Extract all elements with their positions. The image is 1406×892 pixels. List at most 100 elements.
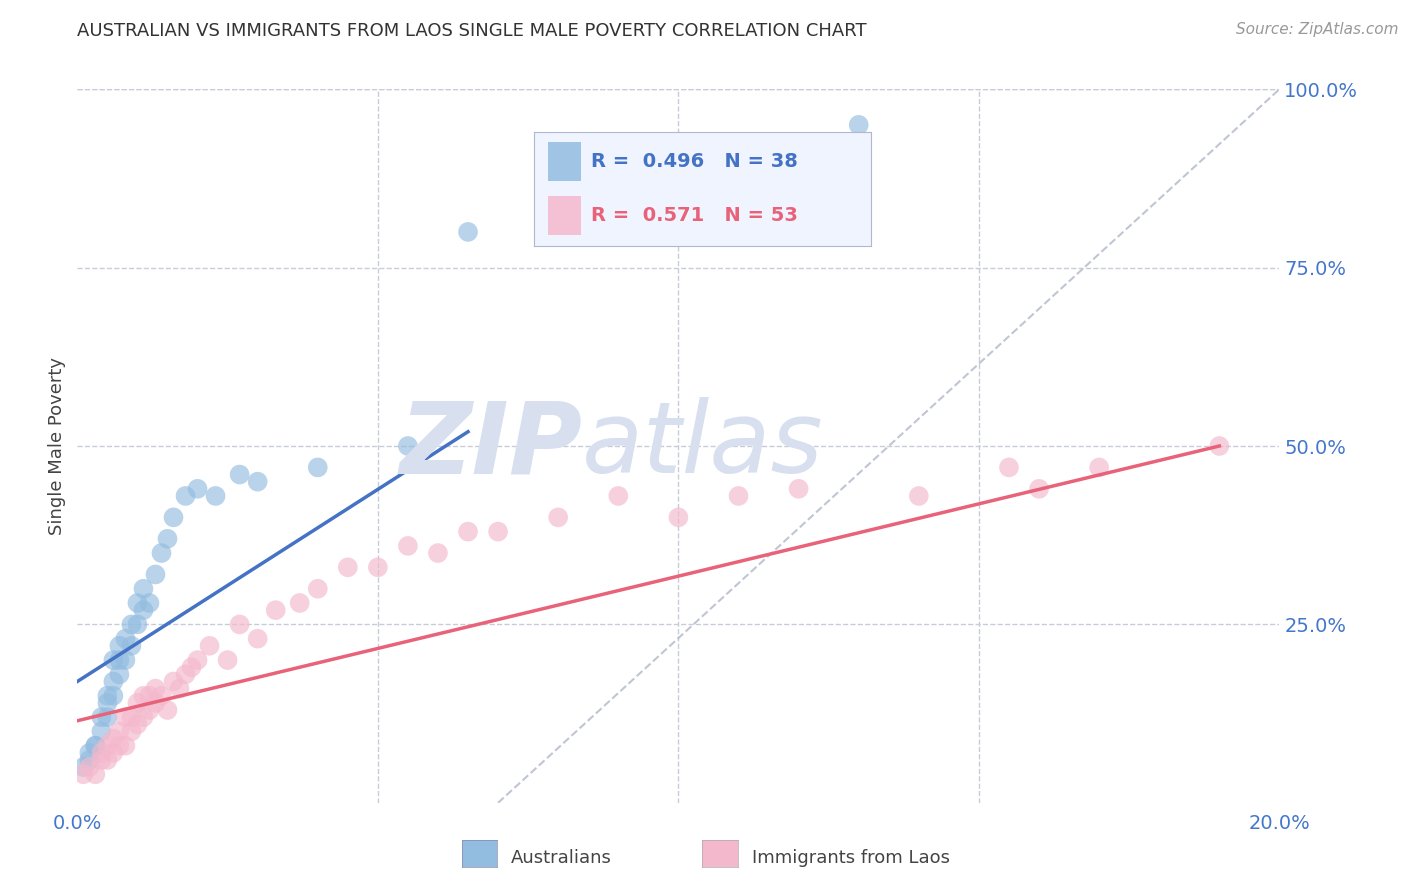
Point: [120, 710, 142, 724]
Point: [307, 460, 329, 475]
Point: [127, 617, 149, 632]
Point: [114, 710, 136, 724]
Point: [217, 653, 239, 667]
Point: [90, 753, 112, 767]
Point: [96, 739, 118, 753]
Point: [127, 596, 149, 610]
Text: ZIP: ZIP: [399, 398, 582, 494]
Text: atlas: atlas: [582, 398, 824, 494]
Point: [162, 510, 184, 524]
Point: [114, 739, 136, 753]
Point: [90, 746, 112, 760]
Point: [114, 653, 136, 667]
Point: [132, 603, 155, 617]
Point: [145, 567, 167, 582]
Point: [108, 724, 131, 739]
Point: [908, 489, 931, 503]
Point: [103, 731, 125, 746]
Point: [138, 596, 160, 610]
Point: [198, 639, 221, 653]
Bar: [547, 196, 581, 235]
Point: [848, 118, 870, 132]
Y-axis label: Single Male Poverty: Single Male Poverty: [48, 357, 66, 535]
Point: [145, 681, 167, 696]
Point: [367, 560, 389, 574]
Point: [108, 639, 131, 653]
Point: [79, 753, 101, 767]
Point: [90, 724, 112, 739]
Point: [204, 489, 226, 503]
Point: [187, 653, 209, 667]
Point: [79, 760, 101, 774]
Point: [336, 560, 359, 574]
Point: [90, 710, 112, 724]
Point: [998, 460, 1021, 475]
Point: [228, 467, 250, 482]
Point: [138, 703, 160, 717]
Point: [84, 739, 107, 753]
Point: [127, 696, 149, 710]
Point: [174, 667, 197, 681]
Point: [96, 696, 118, 710]
Point: [547, 510, 569, 524]
Point: [264, 603, 287, 617]
Point: [79, 746, 101, 760]
Point: [84, 739, 107, 753]
Point: [246, 475, 269, 489]
Point: [120, 617, 142, 632]
Point: [96, 710, 118, 724]
Point: [103, 746, 125, 760]
Point: [457, 225, 479, 239]
Point: [108, 653, 131, 667]
Point: [156, 532, 179, 546]
Point: [132, 689, 155, 703]
Point: [787, 482, 810, 496]
Point: [727, 489, 749, 503]
Point: [427, 546, 450, 560]
Point: [156, 703, 179, 717]
Point: [396, 539, 419, 553]
Point: [132, 710, 155, 724]
Point: [307, 582, 329, 596]
Point: [288, 596, 311, 610]
Text: Source: ZipAtlas.com: Source: ZipAtlas.com: [1236, 22, 1399, 37]
Point: [108, 739, 131, 753]
Point: [1028, 482, 1050, 496]
Point: [72, 767, 94, 781]
Point: [457, 524, 479, 539]
Point: [187, 482, 209, 496]
Point: [396, 439, 419, 453]
Point: [120, 639, 142, 653]
Point: [1208, 439, 1230, 453]
Point: [150, 546, 173, 560]
Point: [1088, 460, 1111, 475]
Point: [145, 696, 167, 710]
Point: [103, 653, 125, 667]
Point: [108, 667, 131, 681]
Point: [607, 489, 630, 503]
Text: Immigrants from Laos: Immigrants from Laos: [752, 849, 949, 867]
Point: [96, 689, 118, 703]
Point: [138, 689, 160, 703]
Point: [174, 489, 197, 503]
Point: [103, 674, 125, 689]
Point: [120, 724, 142, 739]
Text: R =  0.571   N = 53: R = 0.571 N = 53: [592, 206, 799, 225]
Point: [228, 617, 250, 632]
Point: [84, 767, 107, 781]
Bar: [547, 143, 581, 181]
Point: [72, 760, 94, 774]
Point: [162, 674, 184, 689]
Point: [246, 632, 269, 646]
Text: R =  0.496   N = 38: R = 0.496 N = 38: [592, 153, 799, 171]
Point: [132, 582, 155, 596]
Point: [169, 681, 191, 696]
Point: [127, 717, 149, 731]
Point: [114, 632, 136, 646]
Text: AUSTRALIAN VS IMMIGRANTS FROM LAOS SINGLE MALE POVERTY CORRELATION CHART: AUSTRALIAN VS IMMIGRANTS FROM LAOS SINGL…: [77, 22, 868, 40]
Point: [103, 689, 125, 703]
Point: [180, 660, 202, 674]
Text: Australians: Australians: [512, 849, 612, 867]
Point: [486, 524, 509, 539]
Point: [96, 753, 118, 767]
